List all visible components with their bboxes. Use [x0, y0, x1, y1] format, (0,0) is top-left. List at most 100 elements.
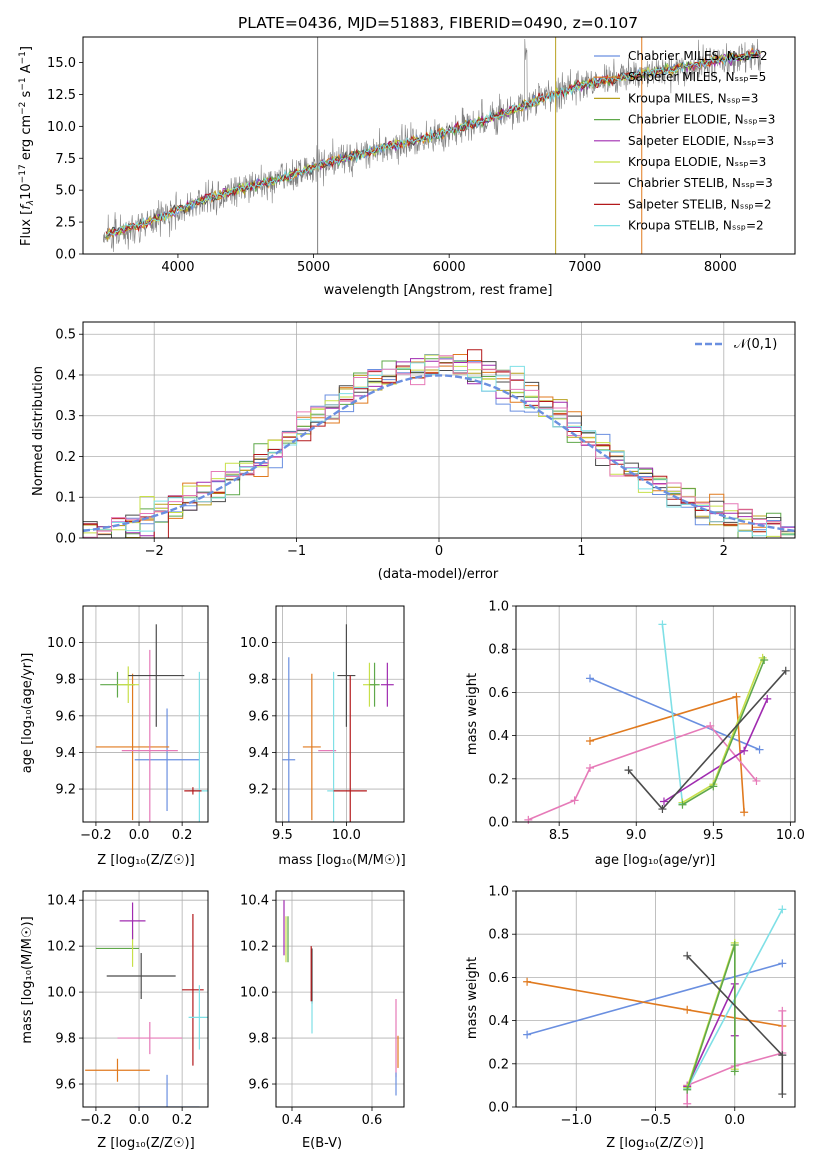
age-vs-mass-panel: 9.5 10.0 9.2 9.4 9.6 9.8 10.0 — [240, 605, 405, 843]
y-tick-label: 0.0 — [55, 248, 76, 263]
plot-frame — [275, 605, 405, 823]
weight-marker — [683, 1005, 692, 1014]
legend-label: Kroupa ELODIE, Nₛₛₚ=3 — [628, 155, 766, 169]
spectrum-legend: Chabrier MILES, Nₛₛₚ=2 Salpeter MILES, Nₛ… — [594, 49, 775, 233]
weight-marker — [740, 746, 749, 755]
x-tick-label: 4000 — [161, 260, 194, 275]
weight-marker — [778, 905, 787, 914]
y-tick-label: 10.2 — [47, 940, 76, 955]
residuals-panel: −2 −1 0 1 2 0.0 0.1 0.2 0.3 0.4 0.5 (data-model)/e… — [31, 321, 796, 582]
y-tick-label: 1.0 — [488, 600, 509, 615]
weight-vs-Z-panel: −1.0 −0.5 0.0 0.0 0.2 0.4 0.6 0.8 1.0 — [488, 885, 796, 1128]
weight-marker — [683, 1085, 692, 1094]
y-tick-label: 9.6 — [55, 709, 76, 724]
mZ-ylabel: mass [log₁₀(M/M☉)] — [20, 916, 35, 1043]
y-tick-label: 9.6 — [248, 709, 269, 724]
y-tick-label: 0.0 — [488, 816, 509, 831]
y-tick-label: 9.8 — [55, 1032, 76, 1047]
plot-frame — [515, 605, 796, 823]
errorbars — [85, 902, 208, 1107]
y-tick-label: 1.0 — [488, 885, 509, 900]
ageZ-ylabel: age [log₁₀(age/yr)] — [20, 653, 35, 774]
weight-marker — [659, 797, 668, 806]
y-tick-label: 2.5 — [55, 216, 76, 231]
ageM-xlabel: mass [log₁₀(M/M☉)] — [278, 853, 405, 868]
x-tick-label: 6000 — [433, 260, 466, 275]
weight-marker — [678, 800, 687, 809]
x-tick-label: −0.5 — [640, 1113, 672, 1128]
weight-marker — [778, 959, 787, 968]
weight-line — [661, 624, 684, 804]
weight-marker — [585, 674, 594, 683]
y-tick-label: 0.4 — [55, 368, 76, 383]
x-tick-label: 0.6 — [362, 1113, 383, 1128]
ageZ-xlabel: Z [log₁₀(Z/Z☉)] — [97, 853, 194, 868]
weight-marker — [752, 776, 761, 785]
weight-marker — [778, 1090, 787, 1099]
y-tick-label: 9.6 — [55, 1078, 76, 1093]
errorbars — [283, 900, 399, 1096]
plot-frame — [82, 605, 209, 823]
weight-marker — [763, 694, 772, 703]
weight-marker — [658, 620, 667, 629]
weight-marker — [730, 941, 739, 949]
plot-frame — [275, 890, 405, 1108]
mass-vs-ebv-panel: 0.4 0.6 9.6 9.8 10.0 10.2 10.4 — [240, 890, 405, 1128]
y-tick-label: 9.8 — [248, 1032, 269, 1047]
mass-vs-Z-panel: −0.2 0.0 0.2 9.6 9.8 10.0 10.2 10.4 — [47, 890, 209, 1128]
legend-label: Chabrier MILES, Nₛₛₚ=2 — [628, 49, 768, 63]
residuals-ylabel: Normed distribution — [31, 366, 46, 496]
x-tick-label: 8.5 — [549, 828, 570, 843]
weight-marker — [709, 782, 718, 791]
gaussian-curve — [83, 374, 795, 533]
weight-marker — [624, 766, 633, 775]
x-tick-label: 0.2 — [172, 1113, 193, 1128]
y-tick-label: 0.5 — [55, 328, 76, 343]
spectrum-ylabel: Flux [fλ10−17 erg cm−2 s−1 A−1] — [18, 46, 36, 246]
x-tick-label: 9.5 — [703, 828, 724, 843]
x-tick-label: −0.2 — [80, 1113, 112, 1128]
y-tick-label: 12.5 — [47, 88, 76, 103]
weight-marker — [730, 1067, 739, 1076]
mZ-xlabel: Z [log₁₀(Z/Z☉)] — [97, 1136, 194, 1151]
legend-label: Salpeter STELIB, Nₛₛₚ=2 — [628, 197, 772, 211]
weight-marker — [523, 1030, 532, 1039]
weight-marker — [781, 666, 790, 675]
x-tick-label: 0.0 — [724, 1113, 745, 1128]
weight-marker — [683, 951, 692, 960]
wZ-xlabel: Z [log₁₀(Z/Z☉)] — [606, 1136, 703, 1151]
y-tick-label: 0.2 — [488, 1057, 509, 1072]
x-tick-label: 0.0 — [129, 1113, 150, 1128]
y-tick-label: 0.0 — [55, 532, 76, 547]
weight-marker — [524, 815, 533, 824]
weight-vs-age-panel: 8.5 9.0 9.5 10.0 0.0 0.2 0.4 0.6 0.8 1.0 — [488, 600, 805, 844]
residual-histograms — [83, 349, 795, 538]
x-tick-label: 9.0 — [626, 828, 647, 843]
weight-marker — [760, 656, 769, 664]
wZ-ylabel: mass weight — [465, 957, 480, 1039]
x-tick-label: −2 — [145, 544, 164, 559]
wAge-ylabel: mass weight — [465, 673, 480, 755]
weight-marker — [755, 745, 764, 754]
y-tick-label: 9.8 — [248, 673, 269, 688]
y-tick-label: 0.4 — [488, 1014, 509, 1029]
x-tick-label: 1 — [577, 544, 585, 559]
y-tick-label: 10.0 — [47, 986, 76, 1001]
weight-marker — [683, 1099, 692, 1108]
weight-marker — [778, 1006, 787, 1015]
model-spectrum-8 — [105, 50, 761, 236]
weight-marker — [658, 805, 667, 814]
y-tick-label: 15.0 — [47, 56, 76, 71]
y-tick-label: 10.4 — [240, 894, 269, 909]
x-tick-label: 10.0 — [776, 828, 805, 843]
y-tick-label: 7.5 — [55, 152, 76, 167]
x-tick-label: 9.5 — [272, 828, 293, 843]
y-tick-label: 5.0 — [55, 184, 76, 199]
y-tick-label: 9.4 — [55, 746, 76, 761]
weight-line — [589, 695, 745, 813]
weight-marker — [523, 977, 532, 986]
weight-marker — [706, 721, 715, 730]
y-tick-label: 0.2 — [488, 772, 509, 787]
weight-marker — [585, 737, 594, 745]
weight-line — [682, 657, 764, 804]
